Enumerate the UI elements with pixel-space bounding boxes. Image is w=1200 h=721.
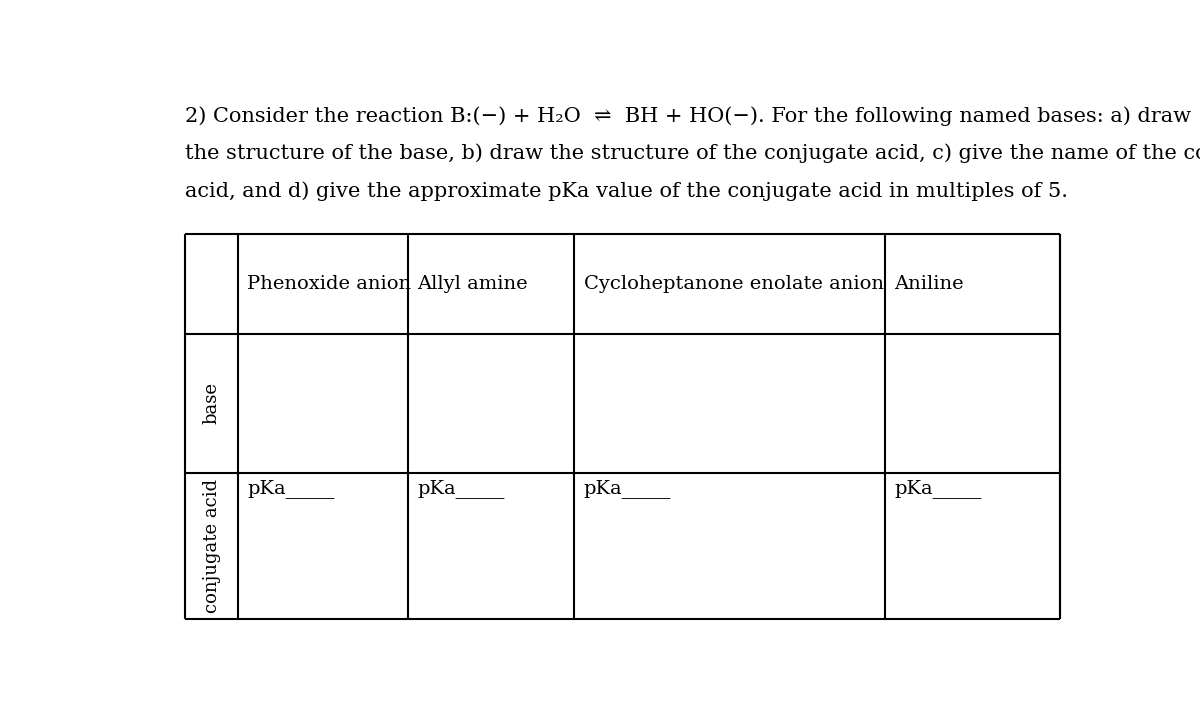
Text: Cycloheptanone enolate anion: Cycloheptanone enolate anion <box>583 275 883 293</box>
Text: pKa_____: pKa_____ <box>247 479 335 498</box>
Text: Allyl amine: Allyl amine <box>418 275 528 293</box>
Text: pKa_____: pKa_____ <box>583 479 671 498</box>
Text: conjugate acid: conjugate acid <box>203 479 221 614</box>
Text: acid, and d) give the approximate pKa value of the conjugate acid in multiples o: acid, and d) give the approximate pKa va… <box>185 182 1068 201</box>
Text: the structure of the base, b) draw the structure of the conjugate acid, c) give : the structure of the base, b) draw the s… <box>185 143 1200 164</box>
Text: base: base <box>203 382 221 425</box>
Text: Aniline: Aniline <box>894 275 964 293</box>
Text: pKa_____: pKa_____ <box>894 479 982 498</box>
Text: Phenoxide anion: Phenoxide anion <box>247 275 412 293</box>
Text: pKa_____: pKa_____ <box>418 479 505 498</box>
Text: 2) Consider the reaction B:(−) + H₂O  ⇌  BH + HO(−). For the following named bas: 2) Consider the reaction B:(−) + H₂O ⇌ B… <box>185 106 1192 125</box>
